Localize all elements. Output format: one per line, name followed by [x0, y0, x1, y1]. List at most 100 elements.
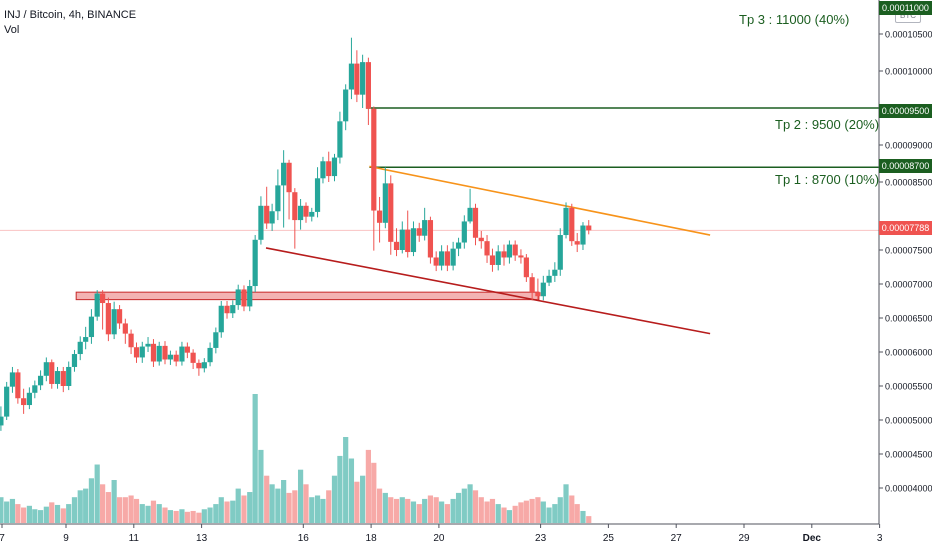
- candle-body: [365, 62, 371, 109]
- volume-bar: [563, 484, 569, 523]
- candle-body: [128, 333, 134, 348]
- candle-body: [444, 251, 450, 266]
- volume-bar: [292, 490, 298, 523]
- candle-body: [348, 63, 355, 90]
- candle-body: [156, 345, 162, 362]
- volume-bar: [184, 511, 190, 523]
- candle-body: [196, 362, 202, 369]
- volume-bar: [167, 510, 174, 523]
- candle-body: [105, 303, 111, 335]
- time-tick-label: 23: [535, 533, 547, 544]
- candle-body: [461, 221, 467, 243]
- volume-bar: [0, 497, 4, 523]
- volume-bar: [557, 497, 563, 523]
- volume-bar: [586, 516, 592, 523]
- candle-body: [484, 241, 490, 256]
- volume-bar: [484, 501, 490, 523]
- volume-bar: [467, 484, 473, 523]
- volume-bar: [546, 507, 552, 523]
- volume-bar: [495, 504, 501, 523]
- price-tick-label: 0.00010500: [885, 30, 932, 40]
- candle-body: [269, 211, 275, 224]
- candle-body: [388, 183, 394, 242]
- candle-body: [213, 332, 219, 348]
- candle-body: [422, 220, 428, 236]
- candle-body: [71, 354, 78, 367]
- candle-body: [518, 255, 524, 258]
- candle-body: [309, 211, 315, 217]
- tp3-label: Tp 3 : 11000 (40%): [739, 12, 850, 27]
- candle-body: [15, 372, 21, 399]
- volume-bar: [337, 455, 343, 523]
- volume-bar: [133, 498, 140, 523]
- candles: [0, 37, 592, 431]
- volume-bar: [26, 505, 32, 523]
- candle-body: [264, 205, 270, 224]
- time-tick-label: 3: [877, 533, 883, 544]
- candle-body: [405, 229, 411, 253]
- price-tick-label: 0.00010000: [885, 67, 932, 77]
- volume-bar: [139, 504, 145, 523]
- candle-body: [162, 345, 168, 360]
- volume-bar: [21, 507, 27, 523]
- volume-bar: [529, 498, 535, 523]
- volume-bar: [331, 475, 338, 523]
- candle-body: [506, 244, 513, 258]
- price-tick-label: 0.00008500: [885, 178, 932, 188]
- tp2-price-tag: 0.00009500: [879, 104, 932, 118]
- volume-bar: [360, 475, 366, 523]
- volume-bar: [111, 480, 117, 523]
- volume-bar: [450, 498, 456, 523]
- volume-bar: [574, 504, 580, 523]
- volume-bar: [77, 490, 83, 523]
- volume-bar: [326, 490, 332, 523]
- volume-bar: [247, 492, 253, 523]
- candle-body: [569, 207, 575, 242]
- volume-label: Vol: [4, 24, 20, 36]
- candle-body: [360, 62, 366, 95]
- trendlines: [265, 165, 711, 335]
- candle-body: [49, 362, 55, 384]
- volume-bar: [218, 497, 224, 523]
- time-tick-label: 13: [196, 533, 208, 544]
- candle-body: [100, 293, 106, 304]
- volume-bar: [348, 458, 355, 523]
- volume-bar: [320, 498, 326, 523]
- volume-bar: [122, 497, 128, 523]
- volume-bar: [224, 501, 230, 523]
- volume-bar: [512, 505, 518, 523]
- candle-body: [37, 375, 44, 386]
- volume-bar: [506, 510, 513, 523]
- volume-bar: [15, 504, 21, 523]
- volume-bar: [365, 449, 371, 523]
- candle-body: [303, 205, 309, 217]
- candle-body: [190, 352, 196, 363]
- candle-body: [9, 372, 16, 387]
- volume-bar: [207, 507, 213, 523]
- volume-bar: [116, 497, 123, 523]
- volume-bar: [580, 510, 586, 523]
- volume-bar: [422, 498, 428, 523]
- support-trendline: [265, 247, 711, 335]
- candle-body: [0, 416, 4, 426]
- candle-body: [337, 121, 343, 158]
- volume-bar: [235, 488, 241, 523]
- price-tick-label: 0.00004000: [885, 484, 932, 494]
- volume-bar: [382, 492, 388, 523]
- candle-body: [489, 255, 496, 265]
- candle-body: [495, 251, 501, 265]
- candle-body: [60, 371, 66, 386]
- tp1-label: Tp 1 : 8700 (10%): [775, 172, 880, 187]
- volume-bar: [145, 505, 151, 523]
- candle-body: [281, 162, 287, 186]
- candle-body: [343, 89, 349, 122]
- volume-bar: [43, 506, 49, 523]
- time-tick-label: 7: [0, 533, 5, 544]
- candle-body: [546, 275, 552, 283]
- volume-bar: [354, 481, 360, 523]
- time-tick-label: 25: [603, 533, 615, 544]
- time-tick-label: Dec: [803, 533, 822, 544]
- price-tick-label: 0.00005500: [885, 382, 932, 392]
